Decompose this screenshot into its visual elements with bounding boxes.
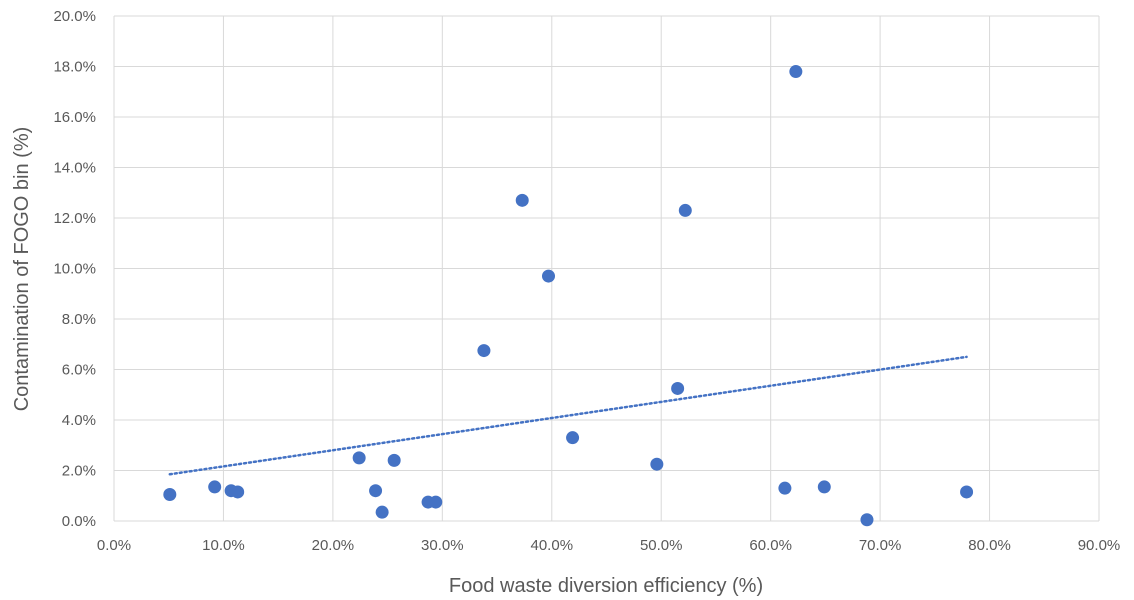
data-point: [352, 451, 366, 465]
x-tick-label: 20.0%: [312, 537, 355, 554]
y-tick-label: 14.0%: [53, 160, 96, 177]
data-point: [541, 269, 555, 283]
grid: [113, 15, 1100, 522]
x-tick-label: 80.0%: [968, 537, 1011, 554]
trendline: [168, 355, 968, 476]
x-tick-label: 0.0%: [97, 537, 131, 554]
data-point: [231, 485, 245, 499]
data-point: [387, 453, 401, 467]
x-tick-label: 90.0%: [1078, 537, 1121, 554]
data-point: [860, 513, 874, 527]
y-tick-label: 0.0%: [62, 513, 96, 530]
x-tick-label: 30.0%: [421, 537, 464, 554]
data-point: [678, 203, 692, 217]
data-points: [163, 65, 974, 527]
data-point: [515, 193, 529, 207]
data-point: [429, 495, 443, 509]
x-tick-label: 40.0%: [531, 537, 574, 554]
x-tick-label: 70.0%: [859, 537, 902, 554]
x-tick-label: 60.0%: [749, 537, 792, 554]
x-tick-label: 10.0%: [202, 537, 245, 554]
data-point: [671, 381, 685, 395]
x-axis-ticks: 0.0% 10.0% 20.0% 30.0% 40.0% 50.0% 60.0% 70.0% 8…: [97, 537, 1120, 554]
data-point: [375, 505, 389, 519]
y-tick-label: 4.0%: [62, 412, 96, 429]
data-point: [789, 65, 803, 79]
data-point: [778, 481, 792, 495]
x-axis-title: Food waste diversion efficiency (%): [449, 575, 763, 597]
y-tick-label: 18.0%: [53, 59, 96, 76]
data-point: [163, 487, 177, 501]
y-tick-label: 12.0%: [53, 210, 96, 227]
data-point: [960, 485, 974, 499]
data-point: [369, 484, 383, 498]
y-tick-label: 2.0%: [62, 463, 96, 480]
y-tick-label: 20.0%: [53, 8, 96, 25]
y-tick-label: 10.0%: [53, 261, 96, 278]
data-point: [650, 457, 664, 471]
x-tick-label: 50.0%: [640, 537, 683, 554]
y-axis-title: Contamination of FOGO bin (%): [11, 127, 33, 412]
data-point: [208, 480, 222, 494]
trendline-layer: [168, 355, 968, 476]
data-point: [477, 344, 491, 358]
y-tick-label: 6.0%: [62, 362, 96, 379]
data-point: [566, 431, 580, 445]
y-axis-ticks: 0.0% 2.0% 4.0% 6.0% 8.0% 10.0% 12.0% 14.0% 16.0%…: [53, 8, 96, 530]
data-point: [817, 480, 831, 494]
y-tick-label: 8.0%: [62, 311, 96, 328]
y-tick-label: 16.0%: [53, 109, 96, 126]
